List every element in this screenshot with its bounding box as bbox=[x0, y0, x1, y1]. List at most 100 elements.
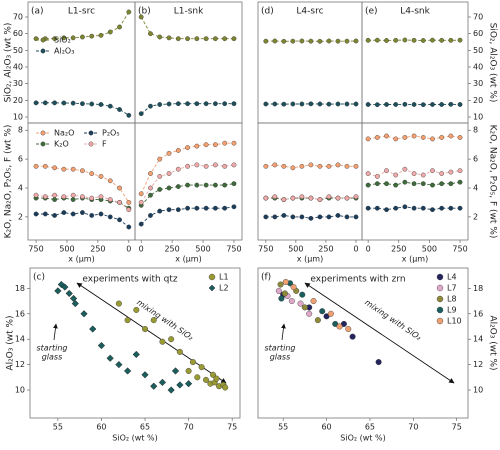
annotation: glass bbox=[42, 353, 63, 362]
y-tick-label: 30 bbox=[13, 79, 23, 88]
panel-title: L1-snk bbox=[174, 7, 204, 17]
marker bbox=[209, 371, 216, 378]
marker bbox=[263, 214, 269, 220]
x-tick-label: 0 bbox=[126, 245, 131, 254]
marker bbox=[430, 168, 435, 174]
y-tick-label: 50 bbox=[473, 46, 483, 55]
marker bbox=[306, 310, 313, 317]
marker bbox=[272, 194, 278, 200]
marker bbox=[203, 36, 209, 42]
marker bbox=[402, 135, 408, 140]
marker bbox=[420, 135, 426, 140]
marker bbox=[157, 156, 163, 162]
x-axis-label: SiO₂ (wt %) bbox=[340, 434, 385, 443]
marker bbox=[365, 182, 371, 188]
marker bbox=[430, 207, 435, 213]
panel-title: L4-src bbox=[296, 7, 323, 17]
marker bbox=[299, 38, 305, 44]
marker bbox=[148, 192, 153, 198]
plot-frame bbox=[257, 267, 469, 419]
marker bbox=[80, 210, 85, 215]
marker bbox=[222, 36, 228, 42]
marker bbox=[61, 166, 67, 172]
marker bbox=[117, 217, 122, 223]
marker bbox=[402, 179, 408, 185]
marker bbox=[436, 317, 444, 325]
marker bbox=[272, 162, 278, 168]
marker bbox=[335, 195, 341, 201]
marker bbox=[353, 101, 359, 107]
marker bbox=[175, 36, 181, 42]
marker bbox=[150, 317, 157, 324]
marker bbox=[133, 306, 140, 313]
marker bbox=[290, 214, 296, 220]
y-axis-label: SiO₂, Al₂O₃ (wt %) bbox=[4, 23, 14, 103]
marker bbox=[393, 136, 399, 142]
marker bbox=[353, 214, 359, 220]
marker bbox=[402, 166, 408, 172]
marker bbox=[365, 205, 371, 211]
marker bbox=[411, 133, 417, 139]
marker bbox=[384, 133, 389, 139]
marker bbox=[393, 37, 399, 43]
marker bbox=[148, 185, 153, 191]
marker bbox=[231, 101, 237, 107]
marker bbox=[126, 112, 132, 118]
marker bbox=[198, 364, 205, 371]
x-tick-label: 55 bbox=[278, 423, 288, 432]
marker bbox=[138, 200, 144, 205]
marker bbox=[203, 182, 209, 188]
x-tick-label: 250 bbox=[391, 245, 406, 254]
marker bbox=[374, 37, 380, 43]
marker bbox=[107, 214, 113, 220]
marker bbox=[150, 382, 158, 390]
marker bbox=[98, 174, 104, 179]
marker bbox=[65, 289, 73, 298]
marker bbox=[301, 304, 308, 311]
series-line bbox=[140, 103, 234, 115]
marker bbox=[138, 111, 144, 117]
x-tick-label: 250 bbox=[164, 245, 179, 254]
panel-title: L1-src bbox=[68, 7, 95, 17]
marker bbox=[317, 101, 323, 107]
marker bbox=[213, 142, 218, 148]
marker bbox=[185, 101, 190, 107]
arrow bbox=[281, 323, 286, 341]
panel-label: (b) bbox=[138, 7, 151, 17]
x-tick-label: 250 bbox=[318, 245, 333, 254]
marker bbox=[194, 182, 200, 188]
marker bbox=[138, 191, 144, 197]
legend-label: L9 bbox=[447, 306, 457, 315]
marker bbox=[272, 214, 278, 220]
marker bbox=[126, 9, 132, 15]
marker bbox=[448, 181, 454, 187]
y-tick-label: 18 bbox=[473, 284, 483, 293]
marker bbox=[457, 205, 463, 211]
marker bbox=[98, 102, 104, 107]
marker bbox=[42, 163, 48, 169]
marker bbox=[40, 37, 46, 43]
marker bbox=[203, 376, 210, 383]
marker bbox=[117, 200, 122, 205]
marker bbox=[277, 281, 284, 288]
annotation: experiments with qtz bbox=[82, 275, 177, 285]
panel-label: (d) bbox=[261, 7, 274, 17]
marker bbox=[132, 350, 140, 359]
y-tick-label: 18 bbox=[15, 284, 25, 293]
marker bbox=[436, 284, 444, 292]
panel-label: (a) bbox=[31, 7, 44, 17]
marker bbox=[222, 163, 228, 169]
y-tick-label: 4 bbox=[473, 184, 478, 193]
marker bbox=[54, 287, 62, 295]
marker bbox=[89, 325, 97, 333]
y-tick-label: 6 bbox=[473, 155, 478, 164]
marker bbox=[402, 204, 408, 210]
x-tick-label: 75 bbox=[452, 423, 462, 432]
marker bbox=[231, 204, 237, 210]
marker bbox=[439, 171, 445, 176]
marker bbox=[194, 101, 200, 107]
marker bbox=[439, 37, 445, 43]
marker bbox=[194, 205, 200, 211]
marker bbox=[393, 102, 399, 107]
marker bbox=[42, 100, 48, 106]
